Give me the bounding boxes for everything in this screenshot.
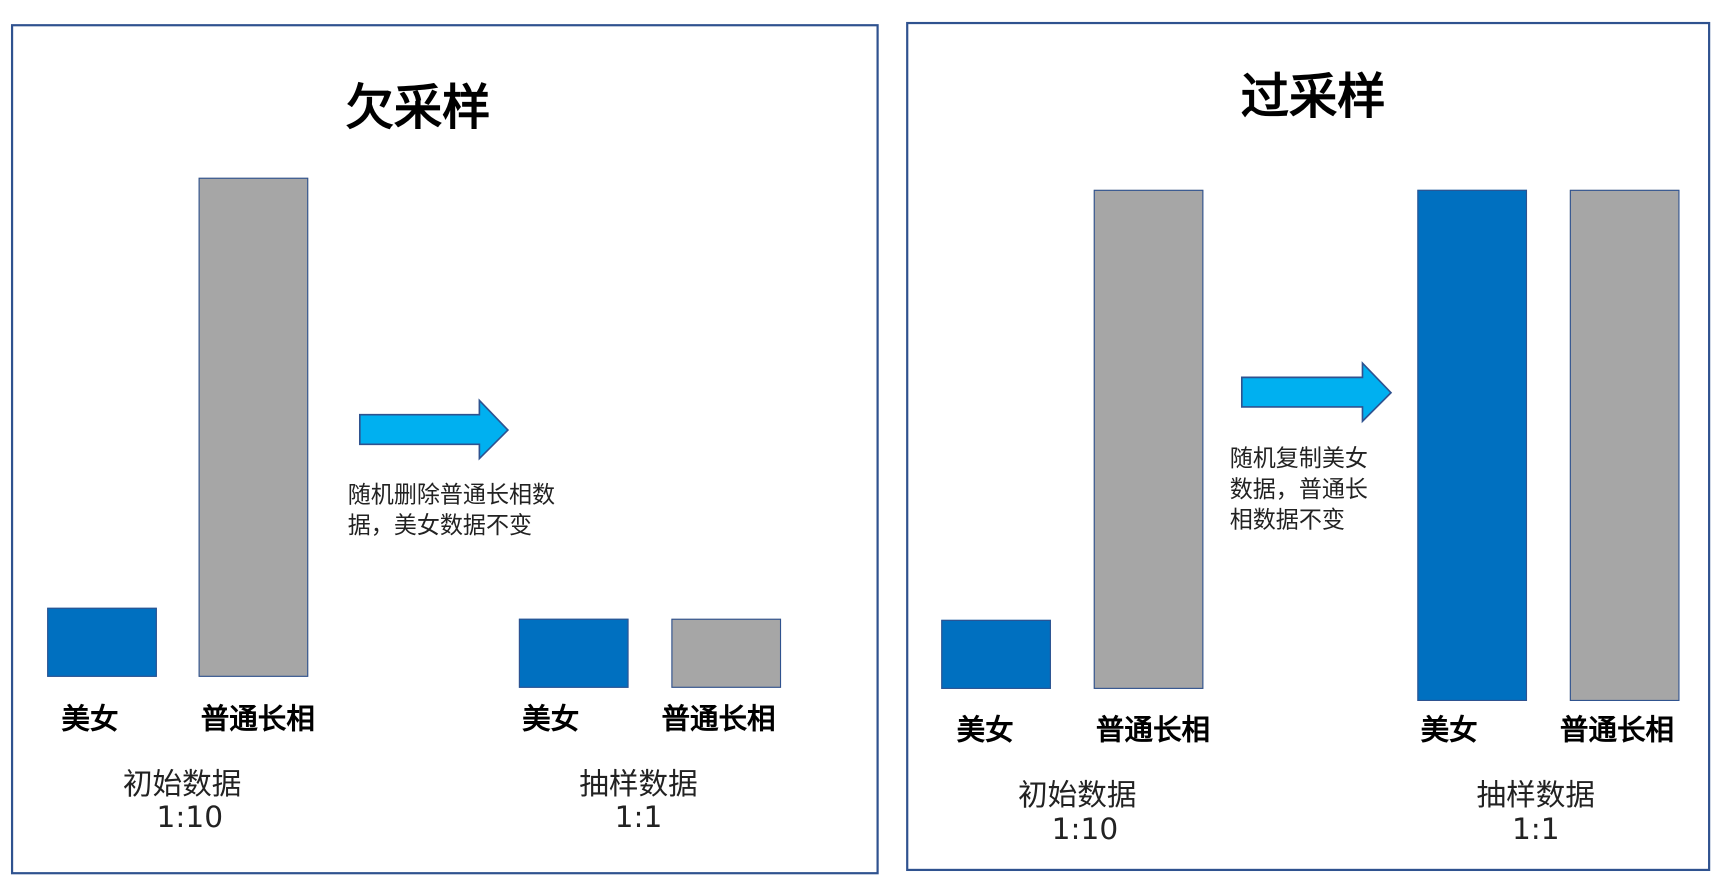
sampled-caption: 抽样数据 (579, 767, 698, 802)
right-arrow-icon (358, 398, 510, 461)
note-line: 数据，普通长 (1229, 476, 1368, 503)
initial-majority-bar (1093, 189, 1204, 689)
initial-ratio: 1:10 (1051, 812, 1119, 847)
right-arrow-icon (1240, 361, 1393, 424)
sampled-minority-label: 美女 (522, 703, 580, 737)
sampled-minority-bar (1417, 189, 1528, 701)
undersampling-panel (10, 24, 879, 875)
initial-majority-label: 普通长相 (200, 703, 315, 737)
sampled-caption: 抽样数据 (1476, 778, 1596, 813)
undersampling-title: 欠采样 (345, 80, 491, 137)
initial-caption: 初始数据 (1018, 778, 1137, 813)
undersampling-note: 随机删除普通长相数 据，美女数据不变 (348, 479, 555, 540)
note-line: 据，美女数据不变 (347, 512, 533, 539)
sampled-majority-label: 普通长相 (661, 703, 776, 737)
initial-majority-label: 普通长相 (1095, 714, 1211, 748)
initial-minority-label: 美女 (956, 714, 1014, 748)
sampled-minority-bar (518, 618, 629, 688)
initial-caption: 初始数据 (122, 767, 242, 802)
sampled-majority-bar (671, 618, 782, 688)
note-line: 随机复制美女 (1229, 445, 1368, 472)
sampled-majority-label: 普通长相 (1559, 714, 1675, 748)
initial-ratio: 1:10 (156, 800, 224, 835)
oversampling-note: 随机复制美女 数据，普通长 相数据不变 (1230, 443, 1368, 535)
sampled-ratio: 1:1 (614, 800, 663, 835)
initial-majority-bar (198, 177, 309, 677)
oversampling-title: 过采样 (1240, 69, 1386, 126)
initial-minority-bar (47, 607, 157, 677)
initial-minority-bar (941, 619, 1051, 689)
note-line: 相数据不变 (1229, 506, 1345, 534)
note-line: 随机删除普通长相数 (347, 481, 556, 508)
sampled-majority-bar (1569, 189, 1680, 701)
initial-minority-label: 美女 (61, 703, 119, 737)
sampled-ratio: 1:1 (1511, 812, 1560, 847)
oversampling-panel (906, 21, 1711, 872)
sampled-minority-label: 美女 (1420, 714, 1478, 748)
